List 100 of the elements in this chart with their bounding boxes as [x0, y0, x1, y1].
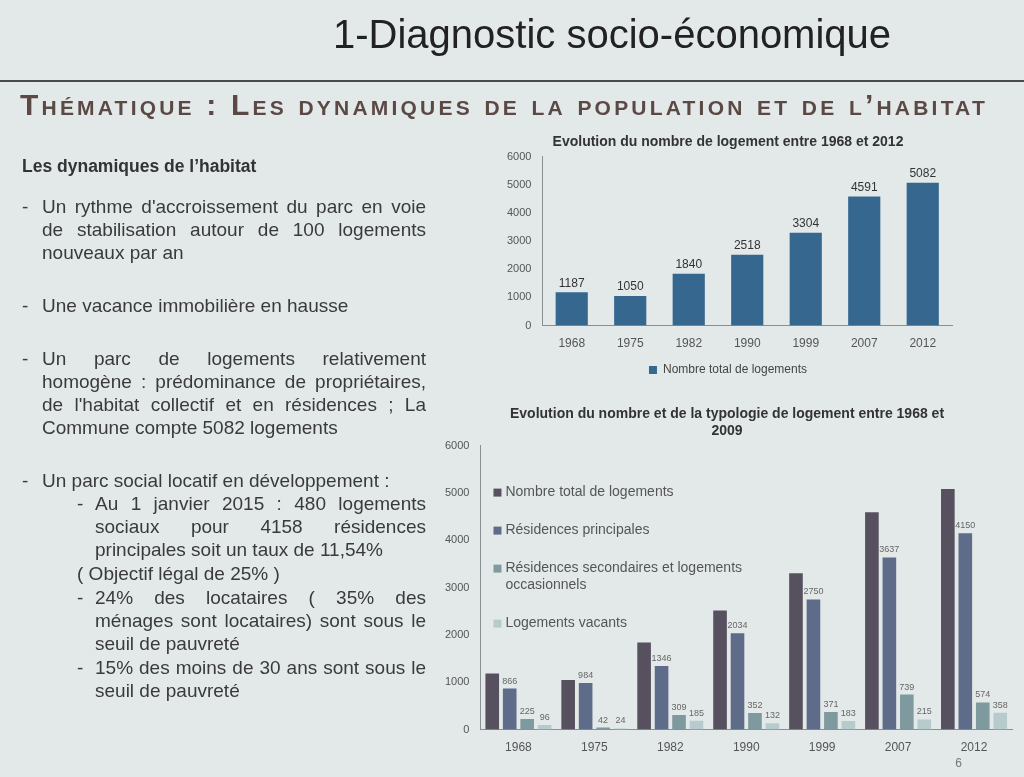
data-label: 225 — [519, 705, 535, 716]
text: - Au 1 janvier 2015 : 480 logements sociaux pour 4158 résidences principales soit un taux de 11,54% — [77, 492, 426, 561]
text: Thématique : Les dynamiques de la population et de l’habitat — [20, 87, 988, 123]
x-tick-label: 1999 — [808, 740, 836, 755]
bar — [917, 719, 932, 730]
bar — [789, 573, 803, 730]
text: ( Objectif légal de 25% ) — [77, 562, 281, 585]
data-label: 1840 — [675, 257, 703, 272]
bar — [520, 718, 534, 730]
chart-title: Evolution du nombre et de la typologie de logement entre 1968 et 2009 — [509, 405, 945, 439]
data-label: 132 — [764, 710, 780, 721]
text: 6 — [955, 756, 962, 770]
bar — [765, 723, 780, 730]
bar — [654, 665, 669, 730]
data-label: 183 — [840, 707, 856, 718]
bar — [672, 273, 705, 326]
text: Les dynamiques de l’habitat — [22, 156, 258, 177]
legend-label: Résidences principales — [505, 521, 650, 538]
text: - Une vacance immobilière en hausse — [22, 294, 350, 317]
bar — [713, 610, 727, 730]
bar — [906, 182, 939, 326]
data-label: 4591 — [850, 179, 878, 194]
y-tick-label: 0 — [463, 722, 470, 735]
legend-label: Résidences secondaires et logements occasionnels — [505, 559, 743, 593]
y-tick-label: 6000 — [506, 149, 532, 162]
bar — [993, 712, 1008, 730]
legend-label: Logements vacants — [505, 614, 627, 631]
legend-label: Nombre total de logements — [505, 483, 674, 500]
data-label: 984 — [578, 670, 594, 681]
data-label: 866 — [502, 675, 518, 686]
bar — [637, 642, 651, 730]
y-tick-label: 2000 — [444, 627, 470, 640]
x-tick-label: 1975 — [616, 336, 644, 351]
text: - 24% des locataires ( 35% des ménages sont locataires) sont sous le seuil de pauvreté — [77, 586, 426, 655]
bar — [900, 694, 914, 730]
data-label: 24 — [615, 715, 626, 726]
text: - Un rythme d'accroissement du parc en voie de stabilisation autour de 100 logements nouveaux par an — [22, 195, 426, 264]
data-label: 739 — [899, 681, 915, 692]
data-label: 2518 — [733, 238, 761, 253]
bar — [561, 679, 575, 730]
bar — [789, 232, 822, 326]
y-tick-label: 3000 — [444, 580, 470, 593]
x-tick-label: 2007 — [884, 740, 912, 755]
data-label: 309 — [671, 701, 687, 712]
bar — [578, 683, 593, 730]
bar — [806, 599, 821, 730]
chart-title: Evolution du nombre de logement entre 1968 et 2012 — [552, 133, 904, 150]
x-tick-label: 1982 — [656, 740, 684, 755]
data-label: 371 — [823, 699, 839, 710]
x-tick-label: 2007 — [850, 336, 878, 351]
data-label: 574 — [975, 689, 991, 700]
y-tick-label: 5000 — [444, 485, 470, 498]
x-tick-label: 1968 — [558, 336, 586, 351]
text: - 15% des moins de 30 ans sont sous le seuil de pauvreté — [77, 656, 426, 702]
y-tick-label: 4000 — [444, 533, 470, 546]
y-tick-label: 6000 — [444, 438, 470, 451]
data-label: 96 — [539, 712, 550, 723]
data-label: 2034 — [727, 620, 748, 631]
bar — [824, 712, 838, 730]
data-label: 4150 — [955, 520, 976, 531]
legend-label: Nombre total de logements — [662, 362, 808, 377]
data-label: 1346 — [651, 652, 672, 663]
bar — [848, 196, 881, 326]
bar — [555, 292, 588, 326]
x-tick-label: 2012 — [909, 336, 937, 351]
y-tick-label: 3000 — [506, 234, 532, 247]
bar — [865, 512, 879, 730]
bar — [958, 533, 973, 730]
bar — [975, 702, 990, 730]
bar — [502, 688, 517, 730]
x-tick-label: 1968 — [505, 740, 533, 755]
bar — [882, 557, 897, 730]
data-label: 3637 — [879, 544, 900, 555]
x-tick-label: 1982 — [675, 336, 703, 351]
y-tick-label: 1000 — [506, 290, 532, 303]
x-tick-label: 1999 — [792, 336, 820, 351]
bar — [672, 714, 686, 730]
text: 1-Diagnostic socio-économique — [333, 11, 892, 58]
bar — [941, 489, 955, 730]
data-label: 358 — [992, 699, 1008, 710]
text: - Un parc de logements relativement homogène : prédominance de propriétaires, de l'habitat collectif et en résidences ; La Commune compte 5082 logements — [22, 347, 426, 439]
x-tick-label: 1990 — [732, 740, 760, 755]
data-label: 352 — [747, 699, 763, 710]
y-tick-label: 5000 — [506, 177, 532, 190]
data-label: 215 — [916, 706, 932, 717]
x-tick-label: 1975 — [581, 740, 609, 755]
y-tick-label: 1000 — [444, 675, 470, 688]
bar — [730, 633, 745, 730]
y-tick-label: 4000 — [506, 206, 532, 219]
data-label: 42 — [598, 714, 609, 725]
bar — [614, 296, 647, 326]
data-label: 2750 — [803, 586, 824, 597]
x-tick-label: 1990 — [733, 336, 761, 351]
data-label: 1187 — [558, 275, 585, 290]
y-tick-label: 0 — [525, 318, 532, 331]
data-label: 185 — [688, 707, 705, 718]
bar — [748, 712, 762, 730]
data-label: 1050 — [616, 279, 644, 294]
data-label: 5082 — [909, 165, 937, 180]
y-tick-label: 2000 — [506, 262, 532, 275]
